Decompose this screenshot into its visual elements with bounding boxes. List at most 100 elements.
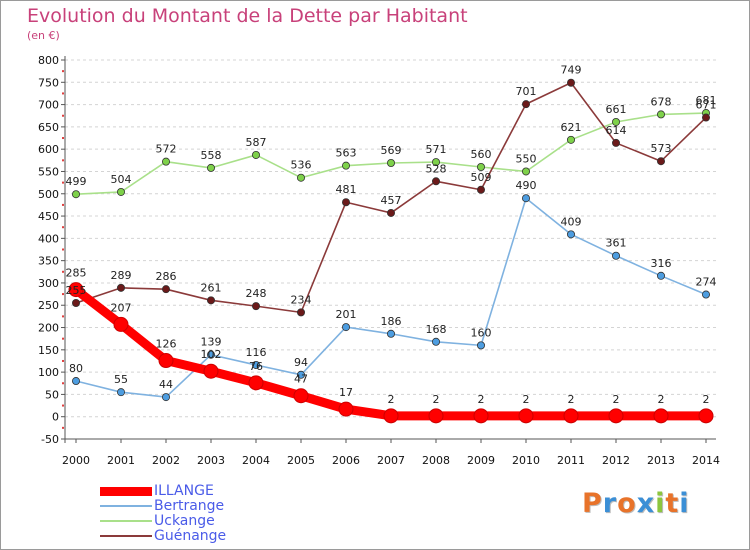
proxiti-logo: Proxiti [582,488,690,519]
data-point [657,271,666,280]
data-point [117,283,126,292]
data-label: 681 [696,94,717,107]
data-label: 47 [294,373,308,386]
series-guénange [72,78,711,317]
data-label: 234 [291,293,312,306]
y-minor-tick [62,293,64,296]
x-tick-label: 2007 [377,454,405,467]
data-label: 2 [703,393,710,406]
data-point [72,377,81,386]
data-point [251,150,260,159]
x-tick-label: 2009 [467,454,495,467]
x-tick-label: 2005 [287,454,315,467]
data-label: 587 [246,136,267,149]
data-point [248,375,264,391]
data-point [206,296,215,305]
data-point [612,251,621,260]
y-minor-tick [62,203,64,206]
x-tick-label: 2003 [197,454,225,467]
y-minor-tick [62,359,64,362]
y-tick-label: 550 [38,165,59,178]
data-label: 2 [568,393,575,406]
data-point [158,353,174,369]
y-minor-tick [62,70,64,73]
data-point [522,194,531,203]
y-minor-tick [62,92,64,95]
data-label: 528 [426,162,447,175]
logo-letter: P [582,488,603,519]
x-tick-label: 2014 [692,454,720,467]
logo-letter: i [655,488,666,519]
labels-bertrange: 80 55 44 139 116 94 201 186 168 160 490 409 361 316 27… [69,179,717,391]
x-tick-label: 2006 [332,454,360,467]
data-point [251,360,260,369]
data-point [698,408,714,424]
data-label: 749 [561,64,582,77]
data-label: 255 [66,284,87,297]
data-label: 44 [159,378,173,391]
labels-illange: 285 207 126 102 76 47 17 2 2 2 2 2 2 2 2 [66,267,710,406]
y-tick-label: 650 [38,121,59,134]
data-point [473,408,489,424]
data-label: 116 [246,346,267,359]
y-minor-tick [62,226,64,229]
legend-swatch [100,535,152,537]
data-label: 409 [561,215,582,228]
data-label: 102 [201,348,222,361]
data-point [702,113,711,122]
logo-letter: o [617,488,637,519]
data-point [657,157,666,166]
data-point [293,388,309,404]
data-point [567,78,576,87]
labels-guénange: 255 289 286 261 248 234 481 457 528 509 701 749 614 5… [66,64,717,307]
legend-label: ILLANGE [154,483,214,499]
data-label: 701 [516,85,537,98]
data-label: 186 [381,315,402,328]
data-point [567,230,576,239]
data-point [72,299,81,308]
data-label: 285 [66,267,87,280]
y-minor-tick [62,315,64,318]
data-point [386,329,395,338]
data-label: 17 [339,386,353,399]
data-point [476,185,485,194]
x-tick-label: 2001 [107,454,135,467]
data-label: 55 [114,373,128,386]
data-label: 499 [66,175,87,188]
y-minor-tick [62,137,64,140]
data-point [476,163,485,172]
data-label: 621 [561,121,582,134]
data-point [251,302,260,311]
y-minor-tick [62,181,64,184]
series-illange [68,282,714,424]
series-uckange [72,109,711,199]
data-label: 248 [246,287,267,300]
y-tick-label: 400 [38,232,59,245]
data-label: 573 [651,142,672,155]
legend-swatch [100,520,152,522]
data-point [522,100,531,109]
y-tick-label: 100 [38,366,59,379]
data-label: 94 [294,356,308,369]
y-minor-tick [62,159,64,162]
series-line [75,197,707,398]
data-point [612,117,621,126]
data-label: 160 [471,326,492,339]
y-minor-tick [62,337,64,340]
data-point [518,408,534,424]
data-point [117,187,126,196]
data-point [657,110,666,119]
data-point [341,198,350,207]
x-tick-label: 2008 [422,454,450,467]
y-tick-label: 800 [38,54,59,67]
y-tick-label: 600 [38,143,59,156]
y-tick-label: 450 [38,210,59,223]
data-label: 2 [658,393,665,406]
data-point [476,341,485,350]
data-label: 558 [201,149,222,162]
data-label: 286 [156,270,177,283]
x-tick-label: 2013 [647,454,675,467]
data-label: 614 [606,124,627,137]
